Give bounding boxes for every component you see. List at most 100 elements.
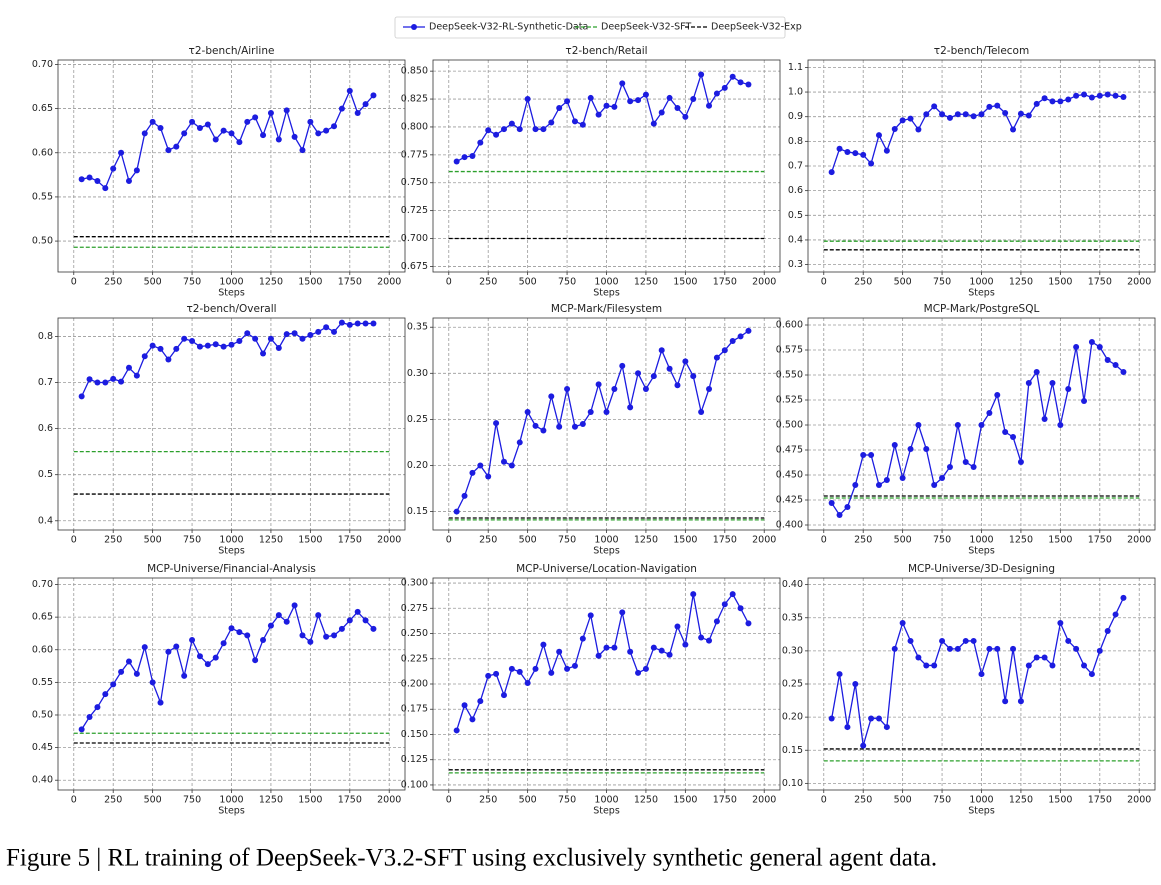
x-tick-label: 1500 (1048, 277, 1072, 288)
legend-label: DeepSeek-V32-SFT (601, 22, 691, 33)
y-tick-label: 0.200 (401, 679, 428, 690)
point (540, 126, 547, 133)
point (236, 629, 243, 636)
x-axis-label: Steps (218, 288, 245, 299)
point (836, 145, 843, 152)
x-tick-label: 2000 (752, 277, 776, 288)
point (737, 79, 744, 86)
point (706, 102, 713, 109)
point (1057, 422, 1064, 428)
point (315, 328, 322, 335)
point (125, 364, 132, 371)
point (110, 681, 117, 688)
x-tick-label: 750 (183, 277, 201, 288)
point (267, 622, 274, 629)
point (729, 338, 736, 345)
point (141, 130, 148, 137)
point (323, 324, 330, 331)
point (1096, 647, 1103, 654)
point (189, 118, 196, 125)
point (1104, 357, 1111, 363)
point (698, 409, 705, 416)
x-tick-label: 500 (894, 535, 912, 546)
y-tick-label: 1.1 (788, 62, 803, 73)
y-tick-label: 0.50 (32, 236, 53, 247)
point (125, 658, 132, 665)
x-tick-label: 750 (933, 535, 951, 546)
point (713, 354, 720, 361)
point (1065, 386, 1072, 392)
point (721, 84, 728, 91)
x-tick-label: 500 (894, 277, 912, 288)
point (923, 111, 930, 118)
point (642, 665, 649, 672)
x-tick-label: 750 (933, 277, 951, 288)
x-tick-label: 1250 (1009, 535, 1033, 546)
x-axis-label: Steps (968, 806, 995, 817)
x-tick-label: 1500 (1048, 535, 1072, 546)
point (868, 452, 875, 458)
y-tick-label: 0.225 (401, 653, 428, 664)
point (860, 452, 867, 458)
point (220, 127, 227, 134)
point (1088, 671, 1095, 678)
point (970, 637, 977, 644)
point (1025, 662, 1032, 669)
point (524, 409, 531, 416)
x-tick-label: 1500 (673, 277, 697, 288)
point (899, 117, 906, 124)
x-tick-label: 1750 (1088, 277, 1112, 288)
point (315, 612, 322, 619)
y-tick-label: 0.150 (401, 729, 428, 740)
panel: τ2-bench/Telecom 0.3 0.4 0.5 0.6 0.7 0.8 0.9 1.0… (788, 45, 1156, 299)
point (564, 385, 571, 392)
x-tick-label: 750 (558, 795, 576, 806)
x-tick-label: 250 (104, 795, 122, 806)
x-tick-label: 500 (144, 795, 162, 806)
point (1002, 110, 1009, 116)
x-tick-label: 1250 (259, 535, 283, 546)
x-tick-label: 1000 (219, 535, 243, 546)
point (110, 375, 117, 382)
point (346, 321, 353, 328)
x-tick-label: 250 (104, 535, 122, 546)
point (181, 672, 188, 679)
axes-frame (432, 59, 781, 273)
x-axis-label: Steps (968, 288, 995, 299)
x-tick-label: 2000 (752, 535, 776, 546)
point (587, 409, 594, 416)
point (118, 668, 125, 675)
point (579, 121, 586, 128)
point (587, 94, 594, 101)
series-line (81, 89, 374, 190)
x-tick-label: 500 (894, 795, 912, 806)
point (978, 422, 985, 428)
panel-title: MCP-Universe/Location-Navigation (516, 563, 697, 575)
point (212, 654, 219, 661)
point (362, 617, 369, 624)
point (994, 645, 1001, 652)
point (532, 665, 539, 672)
y-tick-label: 0.8 (788, 136, 803, 147)
point (102, 691, 109, 698)
y-tick-label: 0.30 (407, 368, 428, 379)
x-tick-label: 1500 (298, 277, 322, 288)
point (737, 605, 744, 612)
point (453, 727, 460, 734)
y-tick-label: 0.55 (32, 191, 53, 202)
point (516, 126, 523, 133)
x-tick-label: 1750 (1088, 795, 1112, 806)
y-tick-label: 0.525 (776, 395, 803, 406)
point (745, 81, 752, 88)
x-tick-label: 0 (446, 277, 452, 288)
y-tick-label: 0.675 (401, 261, 428, 272)
y-tick-label: 0.4 (38, 515, 53, 526)
point (532, 422, 539, 429)
point (244, 118, 251, 125)
panel-title: τ2-bench/Telecom (934, 45, 1029, 57)
x-tick-label: 750 (933, 795, 951, 806)
point (283, 618, 290, 625)
point (86, 174, 93, 181)
y-tick-label: 0.60 (32, 644, 53, 655)
point (1112, 92, 1119, 99)
